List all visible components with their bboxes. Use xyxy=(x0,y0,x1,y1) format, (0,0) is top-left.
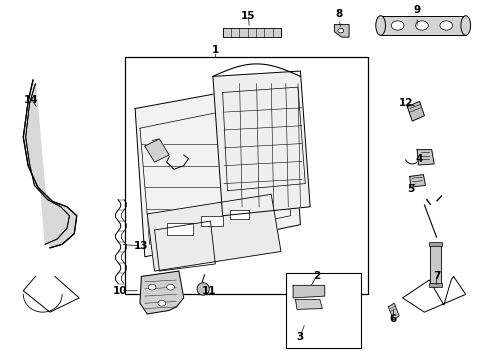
Text: 11: 11 xyxy=(202,286,216,296)
Polygon shape xyxy=(409,175,425,187)
Bar xyxy=(125,57,368,294)
Bar xyxy=(201,216,222,226)
Circle shape xyxy=(390,21,403,30)
Circle shape xyxy=(158,300,165,306)
Polygon shape xyxy=(144,139,169,162)
Text: 15: 15 xyxy=(241,11,255,21)
Text: 3: 3 xyxy=(296,332,303,342)
Polygon shape xyxy=(334,24,348,37)
Circle shape xyxy=(166,284,174,290)
Bar xyxy=(166,223,193,235)
Circle shape xyxy=(415,21,427,30)
Ellipse shape xyxy=(197,283,209,295)
Polygon shape xyxy=(292,285,324,298)
Text: 7: 7 xyxy=(432,271,439,282)
Text: 8: 8 xyxy=(335,9,342,19)
Bar xyxy=(380,16,465,35)
Ellipse shape xyxy=(460,16,469,35)
Polygon shape xyxy=(135,80,300,257)
Text: 9: 9 xyxy=(413,5,420,15)
Text: 6: 6 xyxy=(389,314,396,324)
Bar xyxy=(229,210,249,219)
Text: 14: 14 xyxy=(24,95,39,105)
Text: 4: 4 xyxy=(415,154,422,163)
Text: 12: 12 xyxy=(398,98,412,108)
Circle shape xyxy=(439,21,452,30)
Bar xyxy=(285,273,361,348)
Bar xyxy=(222,28,281,37)
Ellipse shape xyxy=(375,16,385,35)
Bar xyxy=(429,244,440,285)
Text: 13: 13 xyxy=(133,241,148,251)
Text: 5: 5 xyxy=(407,184,413,194)
Bar xyxy=(428,242,441,246)
Bar xyxy=(428,283,441,287)
Polygon shape xyxy=(147,194,281,271)
Polygon shape xyxy=(416,150,433,165)
Polygon shape xyxy=(212,71,309,216)
Polygon shape xyxy=(387,303,398,320)
Text: 1: 1 xyxy=(211,45,219,55)
Polygon shape xyxy=(407,102,424,121)
Polygon shape xyxy=(140,271,183,314)
Text: 2: 2 xyxy=(312,271,320,282)
Polygon shape xyxy=(295,300,322,309)
Text: 10: 10 xyxy=(113,286,127,296)
Polygon shape xyxy=(23,80,77,248)
Circle shape xyxy=(148,284,156,290)
Circle shape xyxy=(337,28,343,33)
